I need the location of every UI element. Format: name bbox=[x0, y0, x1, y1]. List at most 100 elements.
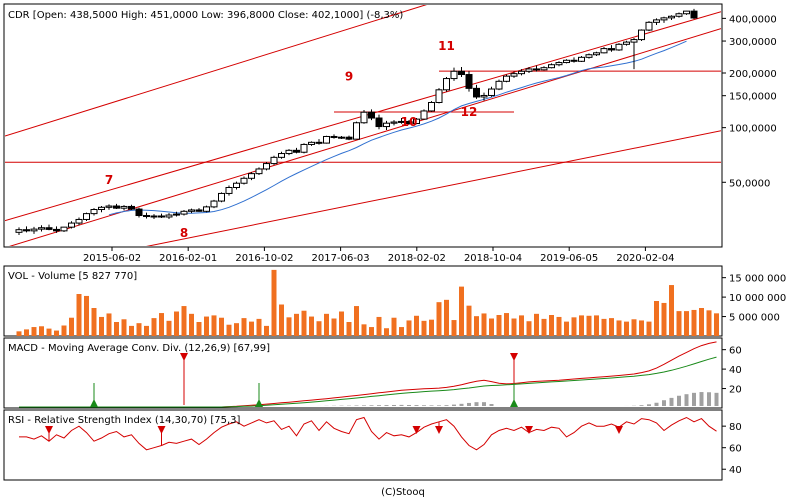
candle bbox=[353, 121, 360, 140]
volume-bar bbox=[429, 319, 434, 336]
volume-bar bbox=[301, 310, 307, 336]
candle-body bbox=[360, 111, 368, 124]
candle-body bbox=[458, 70, 465, 76]
candle-body bbox=[615, 43, 623, 51]
volume-bar bbox=[144, 325, 149, 336]
volume-bar bbox=[564, 321, 569, 336]
candle-body bbox=[120, 205, 128, 209]
y-tick-label: 200,0000 bbox=[729, 69, 777, 80]
volume-panel-title: VOL - Volume [5 827 770] bbox=[8, 271, 137, 282]
candle bbox=[278, 151, 285, 159]
rsi-signal-marker bbox=[615, 426, 623, 434]
candle-body bbox=[653, 19, 660, 23]
candle bbox=[195, 208, 203, 212]
volume-bar bbox=[241, 318, 247, 336]
candle-body bbox=[323, 135, 330, 144]
volume-bar bbox=[609, 318, 614, 336]
rsi-signal-marker bbox=[157, 426, 166, 434]
volume-y-axis: 15 000 000 10 000 000 5 000 000 bbox=[722, 274, 786, 324]
candle bbox=[173, 211, 180, 217]
stooq-credit: (C)Stooq bbox=[381, 487, 425, 498]
candle-body bbox=[510, 73, 518, 77]
candle bbox=[563, 59, 570, 64]
candle bbox=[443, 77, 450, 92]
wave-annotation: 12 bbox=[461, 105, 478, 119]
candle bbox=[15, 227, 23, 236]
macd-histogram-bar bbox=[467, 402, 471, 406]
candle bbox=[135, 207, 143, 218]
candle-body bbox=[503, 75, 510, 82]
volume-bar bbox=[474, 316, 479, 336]
channel-line bbox=[5, 5, 427, 137]
macd-histogram-bar bbox=[459, 403, 464, 406]
candle-body bbox=[105, 205, 113, 208]
rsi-line bbox=[19, 416, 717, 451]
rsi-y-axis: 80 60 40 bbox=[722, 422, 742, 476]
macd-histogram-bar bbox=[377, 405, 381, 406]
macd-histogram-bar bbox=[414, 405, 419, 406]
candle-body bbox=[645, 21, 653, 31]
candle bbox=[83, 212, 90, 221]
candle bbox=[465, 71, 473, 92]
candle-body bbox=[518, 70, 525, 75]
candle bbox=[240, 176, 248, 185]
candle-body bbox=[188, 209, 195, 212]
candle-body bbox=[548, 64, 555, 69]
macd-histogram-bar bbox=[654, 402, 659, 406]
candle bbox=[398, 118, 405, 124]
buy-signal-marker bbox=[510, 399, 518, 407]
volume-bar bbox=[654, 301, 659, 336]
volume-bar bbox=[624, 321, 629, 336]
macd-panel-title: MACD - Moving Average Conv. Div. (12,26,… bbox=[8, 343, 270, 354]
candle bbox=[450, 67, 458, 81]
candle-body bbox=[203, 206, 210, 212]
volume-bar bbox=[639, 320, 644, 336]
volume-bar bbox=[279, 304, 284, 336]
x-tick-label: 2020-02-04 bbox=[616, 253, 674, 264]
candle bbox=[338, 135, 345, 139]
candle-body bbox=[600, 48, 608, 54]
candle bbox=[540, 66, 548, 71]
volume-bar bbox=[676, 311, 682, 336]
volume-bar bbox=[46, 328, 52, 336]
candle bbox=[390, 120, 398, 126]
volume-bar bbox=[39, 326, 44, 336]
candle-body bbox=[465, 74, 473, 89]
candle-body bbox=[443, 78, 450, 91]
candle bbox=[533, 65, 540, 72]
candle bbox=[45, 224, 53, 231]
x-tick-label: 2018-02-02 bbox=[388, 253, 446, 264]
volume-bar bbox=[586, 315, 592, 336]
macd-histogram-bar bbox=[677, 395, 681, 406]
macd-histogram-bar bbox=[647, 404, 651, 406]
candle bbox=[368, 109, 375, 121]
y-tick-label: 150,0000 bbox=[729, 92, 777, 103]
price-panel-frame bbox=[3, 3, 723, 248]
candle bbox=[653, 18, 660, 25]
volume-bar bbox=[166, 320, 172, 336]
candle bbox=[105, 204, 113, 210]
volume-bar bbox=[331, 318, 337, 336]
candle bbox=[30, 226, 38, 234]
candle-body bbox=[225, 186, 233, 194]
candle bbox=[555, 61, 563, 67]
volume-bar bbox=[91, 308, 97, 336]
candle-body bbox=[135, 208, 143, 217]
candle-body bbox=[38, 227, 45, 230]
candle bbox=[638, 29, 645, 42]
volume-bar bbox=[354, 306, 359, 336]
volume-bar bbox=[699, 308, 704, 336]
x-tick-label: 2019-06-05 bbox=[540, 253, 598, 264]
volume-bar bbox=[436, 302, 442, 336]
macd-histogram-bar bbox=[489, 404, 494, 406]
candle bbox=[608, 45, 615, 52]
volume-bar bbox=[414, 315, 419, 336]
volume-bar bbox=[339, 311, 344, 336]
macd-histogram-bar bbox=[452, 404, 456, 406]
y-tick-label: 60 bbox=[729, 346, 742, 357]
volume-bar bbox=[136, 323, 142, 336]
candle bbox=[413, 118, 420, 125]
rsi-signal-marker bbox=[525, 426, 533, 434]
candle-body bbox=[195, 209, 203, 212]
